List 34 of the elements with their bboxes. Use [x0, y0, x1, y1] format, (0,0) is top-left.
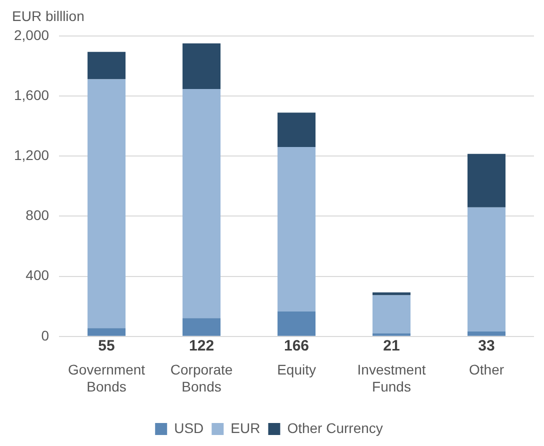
y-axis-title: EUR billlion [12, 8, 84, 24]
bar [88, 328, 126, 336]
y-tick-label: 1,600 [14, 86, 50, 103]
bar [182, 318, 221, 336]
bar [468, 207, 506, 332]
bar [182, 89, 221, 318]
y-tick-label: 400 [26, 267, 50, 284]
data-label: 33 [478, 338, 495, 355]
legend-label: Other Currency [287, 420, 383, 436]
bar [468, 154, 506, 208]
x-tick-label: Equity [277, 362, 316, 378]
y-tick-label: 1,200 [14, 147, 50, 164]
bar [278, 112, 316, 147]
legend-label: EUR [230, 420, 260, 436]
data-label: 55 [98, 338, 115, 355]
bar [468, 331, 506, 336]
bar [88, 52, 126, 80]
data-label: 21 [383, 338, 400, 355]
bar [372, 295, 411, 334]
x-tick-label: Investment Funds [357, 362, 426, 394]
bar [88, 79, 126, 328]
x-tick-label: Other [468, 362, 504, 378]
x-tick-label: Corporate Bonds [170, 362, 233, 394]
y-tick-label: 800 [26, 207, 50, 224]
legend-label: USD [174, 420, 204, 436]
data-label: 166 [284, 338, 310, 355]
bar [278, 311, 316, 336]
bar [372, 333, 411, 336]
data-label: 122 [189, 338, 214, 355]
bar [278, 147, 316, 312]
bar [182, 43, 221, 90]
y-tick-label: 2,000 [14, 26, 50, 43]
y-tick-label: 0 [41, 327, 50, 344]
x-tick-label: Government Bonds [68, 362, 146, 394]
